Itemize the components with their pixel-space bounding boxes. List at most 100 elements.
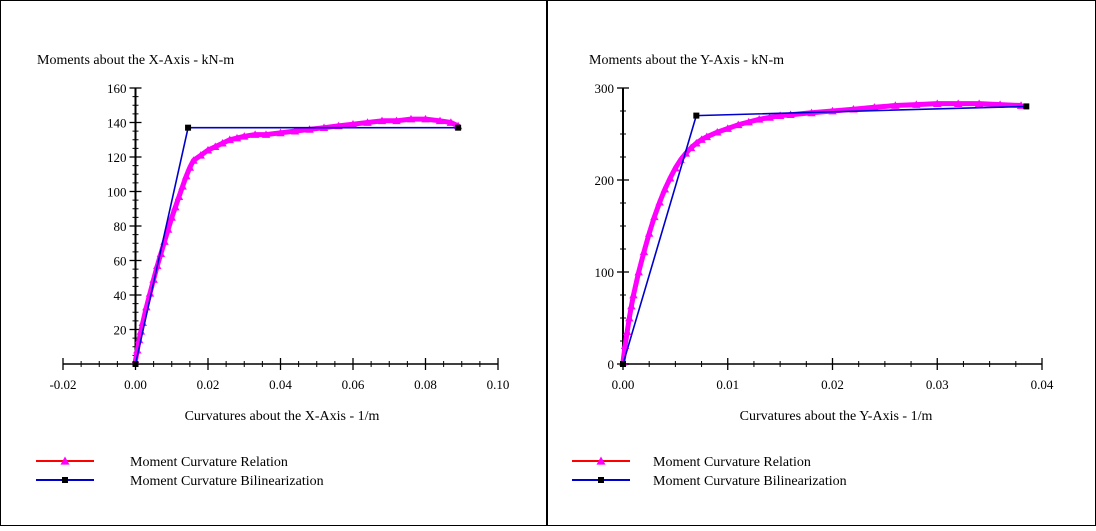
relation-point: [891, 101, 900, 109]
relation-point: [974, 99, 984, 107]
y-tick-label: 300: [595, 81, 615, 96]
y-tick-label: 60: [114, 254, 127, 269]
relation-point: [174, 192, 184, 201]
bilinearization-point: [693, 112, 700, 119]
x-tick-label: 0.04: [269, 377, 292, 392]
relation-point: [185, 163, 195, 171]
relation-point: [261, 130, 271, 138]
x-tick-label: 0.00: [124, 377, 147, 392]
moment-curvature-x-chart: Moments about the X-Axis - kN-m -0.02 0.00…: [36, 53, 510, 489]
relation-point: [196, 151, 205, 159]
legend-bilinearization-label: Moment Curvature Bilinearization: [653, 474, 847, 489]
relation-point: [622, 327, 632, 336]
relation-point: [744, 117, 753, 126]
relation-point: [145, 289, 155, 297]
bilinearization-series-line: [622, 105, 1027, 365]
y-tick-label: 100: [595, 265, 615, 280]
bilinearization-point: [620, 361, 626, 367]
legend-bilinearization-marker: [62, 477, 68, 483]
y-tick-label: 40: [114, 288, 127, 303]
relation-point: [392, 116, 401, 125]
panel-divider: [546, 0, 548, 526]
relation-point: [435, 116, 445, 125]
legend-relation-label: Moment Curvature Relation: [130, 455, 288, 470]
relation-point: [723, 124, 732, 132]
x-tick-label: 0.06: [342, 377, 365, 392]
relation-point: [250, 130, 260, 138]
y-axis-label: Moments about the X-Axis - kN-m: [37, 53, 234, 68]
legend-relation-label: Moment Curvature Relation: [653, 455, 811, 470]
bilinearization-point: [1023, 103, 1030, 110]
legend-bilinearization-marker: [598, 477, 604, 483]
relation-point: [211, 142, 220, 151]
relation-point: [348, 120, 358, 128]
y-tick-label: 120: [107, 150, 127, 165]
relation-point: [995, 100, 1005, 108]
relation-point: [182, 171, 191, 180]
x-axis-label: Curvatures about the Y-Axis - 1/m: [740, 409, 933, 424]
relation-point: [163, 225, 173, 233]
relation-point: [933, 99, 942, 107]
relation-point: [363, 118, 372, 126]
x-tick-label: 0.02: [821, 377, 844, 392]
relation-point: [446, 118, 456, 126]
x-tick-label: 0.02: [197, 377, 220, 392]
chart-panel-x-axis: Moments about the X-Axis - kN-m -0.02 0.00…: [0, 0, 546, 526]
x-tick-label: 0.01: [716, 377, 739, 392]
moment-curvature-y-chart: Moments about the Y-Axis - kN-m 0.00 0.01 0…: [572, 53, 1054, 489]
relation-point: [912, 100, 921, 108]
relation-point: [203, 145, 213, 154]
relation-point: [786, 110, 795, 119]
relation-point: [765, 113, 774, 121]
relation-point: [377, 116, 387, 125]
x-tick-label: -0.02: [49, 377, 76, 392]
y-tick-label: 200: [595, 173, 615, 188]
relation-point: [178, 182, 187, 190]
x-tick-label: 0.08: [414, 377, 437, 392]
relation-point: [225, 135, 234, 144]
relation-point: [754, 115, 764, 123]
relation-point: [171, 202, 180, 211]
relation-point: [660, 185, 670, 193]
relation-point: [697, 135, 706, 143]
relation-point: [692, 139, 701, 147]
relation-point: [734, 120, 743, 129]
relation-point: [639, 247, 649, 256]
y-axis-label: Moments about the Y-Axis - kN-m: [589, 53, 784, 68]
relation-point: [290, 126, 300, 135]
relation-point: [671, 163, 680, 172]
relation-point: [133, 346, 142, 354]
relation-point: [775, 111, 785, 119]
relation-point: [276, 128, 285, 137]
relation-point: [634, 267, 643, 276]
legend-relation-marker: [60, 456, 70, 465]
relation-point: [629, 290, 638, 299]
relation-point: [240, 132, 249, 140]
x-tick-label: 0.04: [1031, 377, 1054, 392]
relation-point: [189, 156, 198, 164]
bilinearization-point: [185, 124, 192, 131]
legend-bilinearization-label: Moment Curvature Bilinearization: [130, 474, 324, 489]
relation-point: [644, 229, 654, 237]
y-tick-label: 140: [107, 116, 127, 131]
y-tick-label: 0: [608, 357, 615, 372]
relation-point: [218, 139, 227, 147]
x-tick-label: 0.10: [487, 377, 510, 392]
relation-point: [954, 99, 963, 107]
y-tick-label: 80: [114, 219, 127, 234]
chart-panel-y-axis: Moments about the Y-Axis - kN-m 0.00 0.01 0…: [548, 0, 1096, 526]
relation-series-line: [133, 116, 461, 364]
relation-point: [625, 313, 634, 322]
relation-point: [713, 127, 722, 136]
relation-point: [167, 213, 176, 221]
relation-point: [870, 103, 879, 111]
relation-point: [627, 301, 636, 310]
relation-series-line: [620, 101, 1024, 365]
relation-point: [702, 132, 711, 141]
y-tick-label: 20: [114, 323, 127, 338]
x-tick-label: 0.03: [926, 377, 949, 392]
relation-point: [406, 114, 416, 123]
x-axis-label: Curvatures about the X-Axis - 1/m: [185, 409, 380, 424]
relation-point: [232, 133, 242, 142]
legend-relation-marker: [596, 456, 606, 465]
